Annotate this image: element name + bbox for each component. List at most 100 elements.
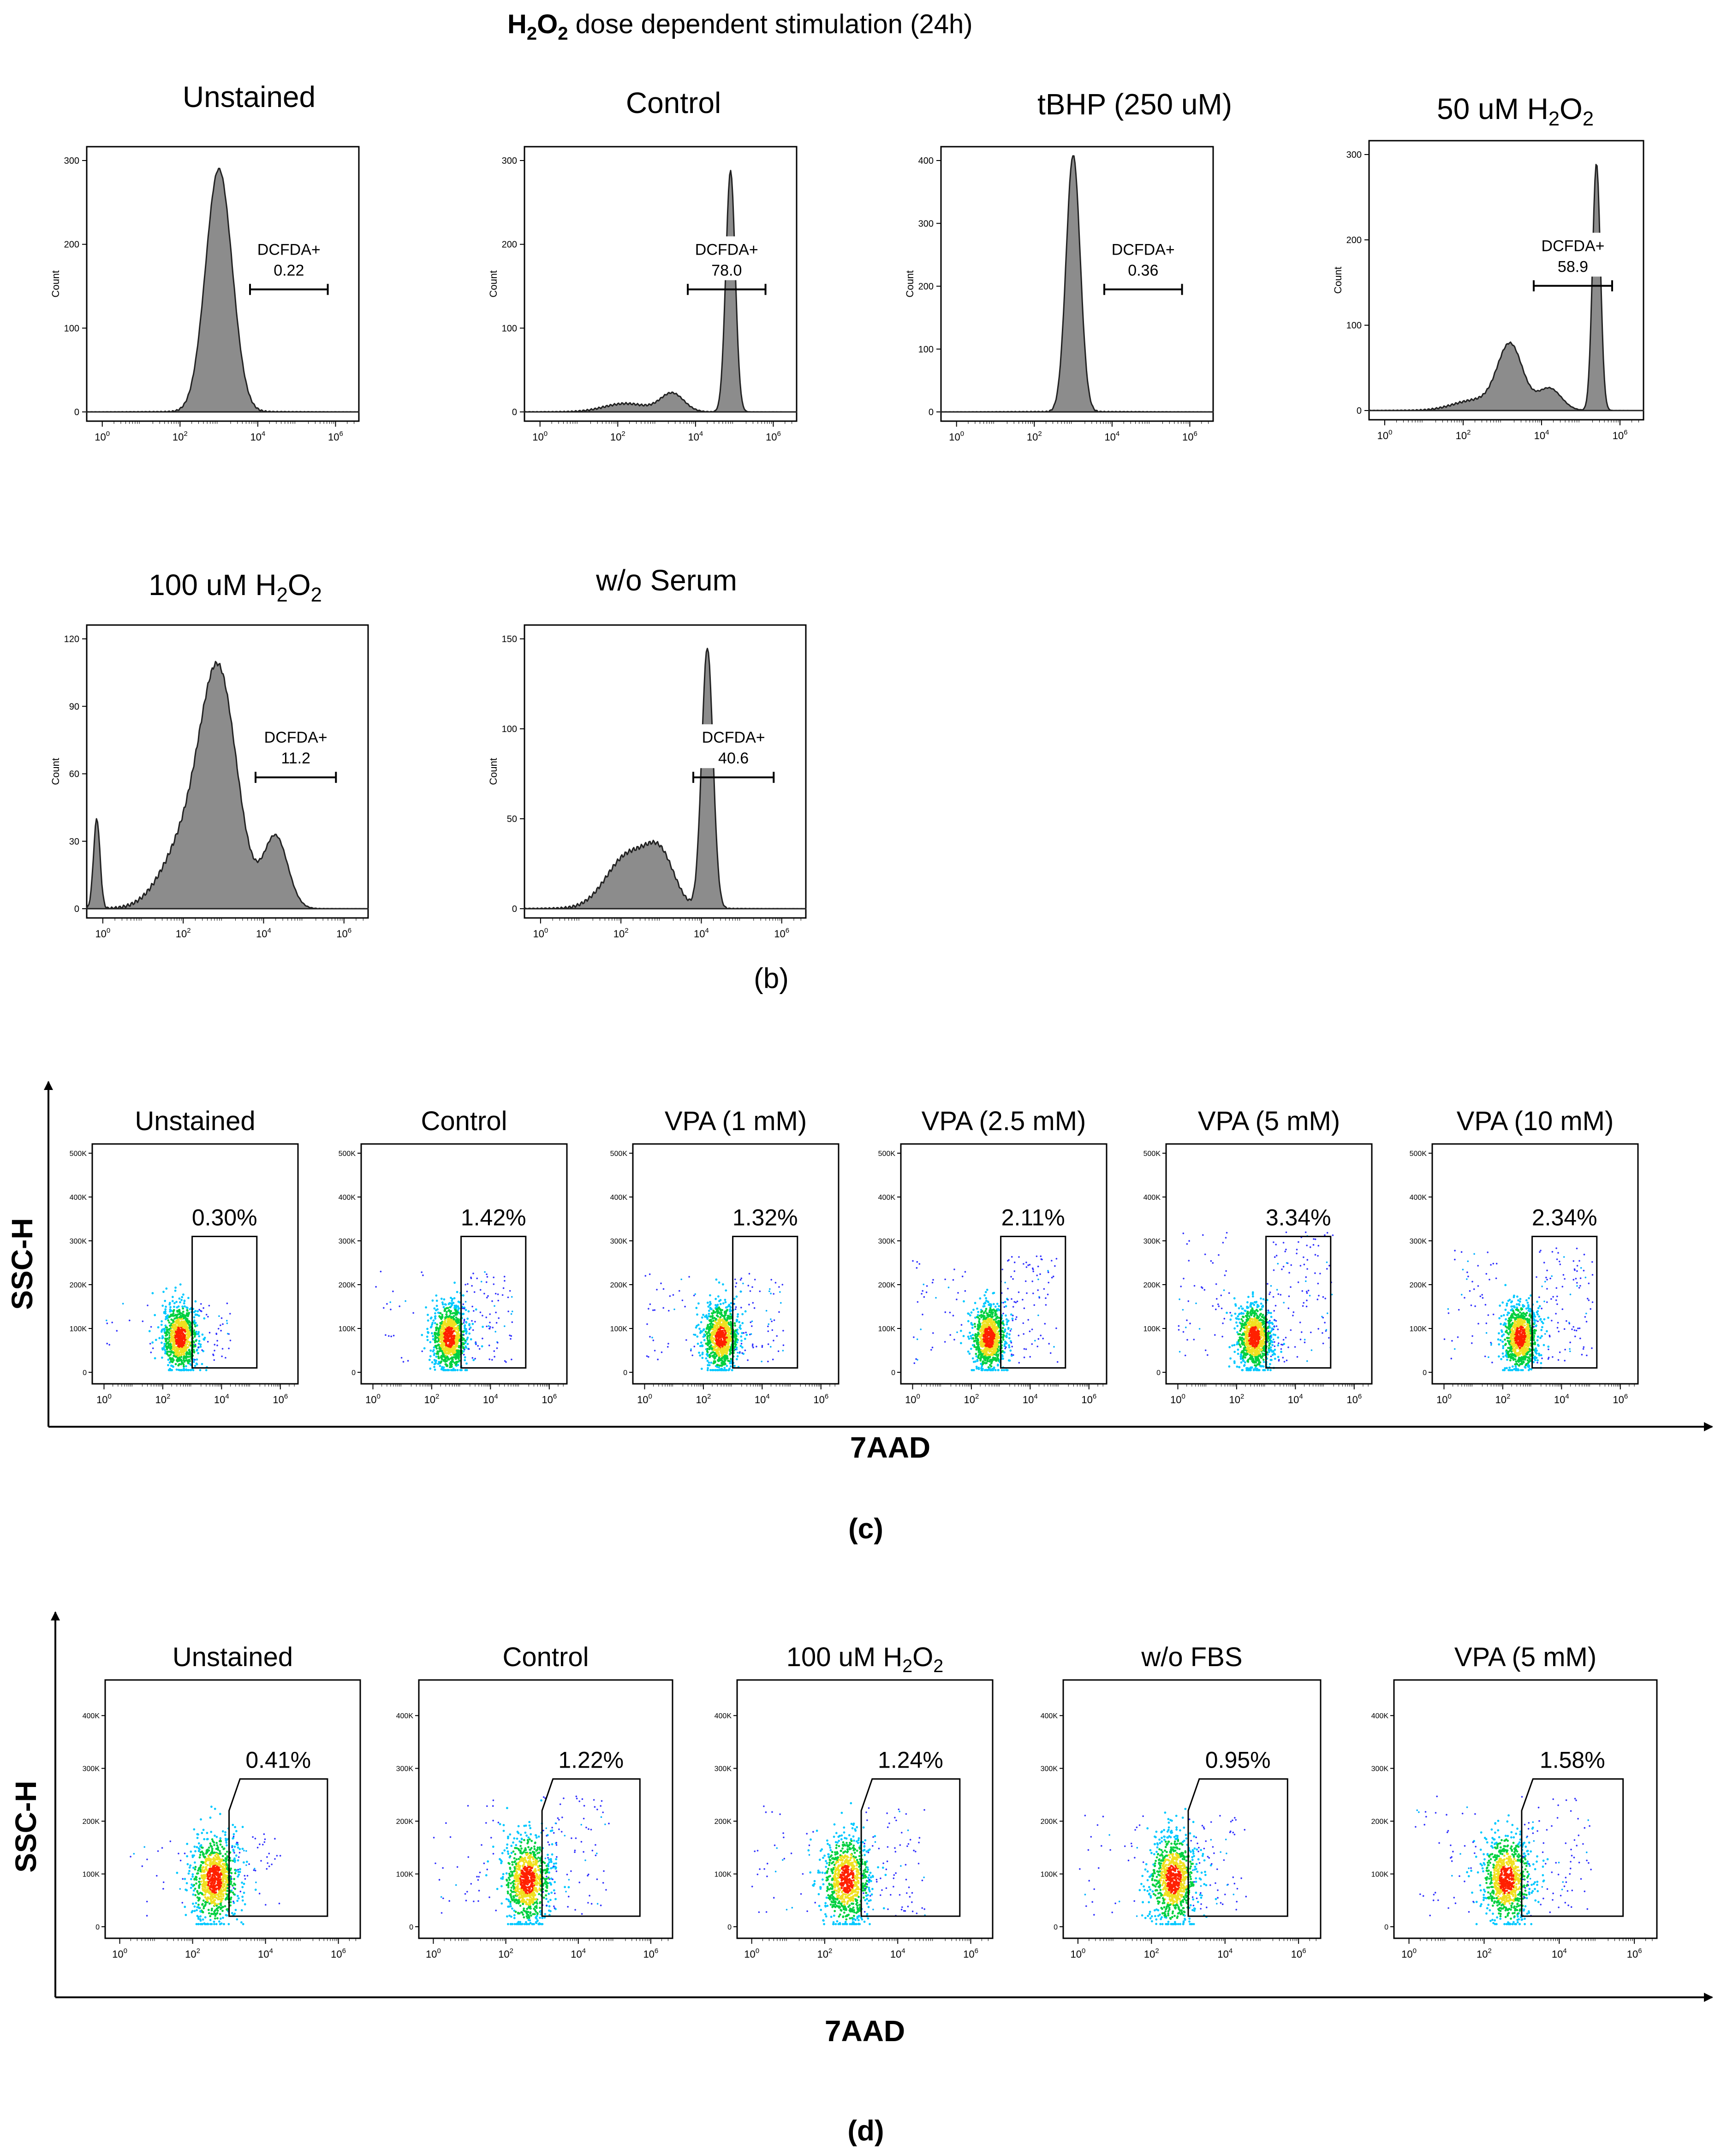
event-dot: [721, 1331, 724, 1334]
event-dot: [977, 1331, 980, 1334]
y-tick-label: 90: [69, 702, 79, 712]
event-dot: [164, 1351, 167, 1353]
event-dot: [440, 1331, 442, 1334]
event-dot: [106, 1319, 107, 1322]
event-dot: [742, 1282, 744, 1285]
panel-c-scatter-plots: Unstained 0 100K 200K 300K 400K 500K 100 102 104 1…: [70, 1106, 1639, 1406]
event-dot: [151, 1341, 154, 1344]
event-dot: [718, 1347, 720, 1350]
event-dot: [213, 1354, 214, 1356]
event-dot: [740, 1306, 742, 1309]
histogram-title: Unstained: [183, 80, 316, 113]
y-tick-label: 100: [1346, 321, 1362, 331]
event-dot: [503, 1275, 506, 1278]
event-dot: [1031, 1328, 1033, 1330]
event-dot: [1047, 1270, 1049, 1272]
event-dot: [1004, 1330, 1006, 1333]
event-dot: [380, 1270, 382, 1273]
x-tick-label: 102: [1229, 1393, 1245, 1406]
event-dot: [511, 1358, 512, 1360]
event-dot: [458, 1345, 460, 1347]
event-dot: [185, 1365, 187, 1368]
event-dot: [434, 1339, 436, 1342]
event-dot: [986, 1369, 989, 1371]
event-dot: [179, 1369, 181, 1371]
event-dot: [1001, 1330, 1004, 1333]
event-dot: [169, 1306, 172, 1309]
event-dot: [447, 1336, 449, 1339]
event-dot: [467, 1310, 470, 1313]
event-dot: [174, 1286, 177, 1289]
event-dot: [441, 1303, 444, 1305]
event-dot: [172, 1312, 175, 1315]
gate-percent-value: 2.11%: [1001, 1205, 1065, 1231]
event-dot: [1026, 1292, 1028, 1294]
event-dot: [471, 1305, 473, 1308]
event-dot: [701, 1357, 704, 1359]
event-dot: [703, 1328, 705, 1331]
y-tick-label: 200K: [339, 1281, 356, 1289]
event-dot: [967, 1320, 970, 1322]
event-dot: [214, 1350, 215, 1352]
event-dot: [196, 1333, 198, 1335]
event-dot: [1022, 1298, 1024, 1301]
event-dot: [193, 1335, 196, 1338]
event-dot: [648, 1308, 649, 1310]
event-dot: [771, 1329, 774, 1331]
event-dot: [166, 1317, 169, 1320]
scatter-plot: VPA (2.5 mM) 0 100K 200K 300K 400K 500K 100 102 1…: [878, 1106, 1108, 1406]
event-dot: [441, 1355, 443, 1358]
event-dot: [976, 1367, 978, 1370]
event-dot: [1036, 1275, 1038, 1276]
event-dot: [228, 1347, 230, 1350]
event-dot: [166, 1342, 168, 1345]
event-dot: [199, 1346, 202, 1348]
event-dot: [1051, 1260, 1053, 1262]
event-dot: [733, 1335, 736, 1338]
event-dot: [1269, 1312, 1272, 1314]
event-dot: [178, 1320, 180, 1322]
event-dot: [745, 1331, 747, 1334]
y-tick-label: 0: [623, 1369, 627, 1377]
event-dot: [700, 1341, 703, 1344]
event-dot: [161, 1329, 163, 1332]
event-dot: [722, 1335, 724, 1337]
event-dot: [720, 1327, 723, 1329]
event-dot: [447, 1349, 449, 1352]
event-dot: [171, 1315, 173, 1317]
event-dot: [150, 1352, 152, 1353]
event-dot: [724, 1333, 726, 1335]
x-tick-label: 102: [155, 1393, 171, 1406]
event-dot: [173, 1346, 176, 1349]
event-dot: [736, 1331, 738, 1334]
event-dot: [773, 1340, 774, 1341]
event-dot: [715, 1354, 718, 1357]
event-dot: [456, 1312, 459, 1315]
event-dot: [1023, 1348, 1025, 1350]
gate-label-background: [252, 724, 340, 768]
plot-frame: [940, 146, 1214, 422]
event-dot: [173, 1302, 176, 1304]
event-dot: [155, 1339, 157, 1341]
event-dot: [169, 1347, 172, 1350]
event-dot: [981, 1325, 984, 1328]
event-dot: [964, 1271, 966, 1273]
event-dot: [719, 1299, 722, 1301]
event-dot: [656, 1289, 658, 1291]
event-dot: [175, 1321, 178, 1324]
event-dot: [769, 1288, 771, 1290]
event-dot: [707, 1323, 709, 1326]
event-dot: [158, 1337, 161, 1340]
event-dot: [488, 1344, 490, 1346]
event-dot: [455, 1304, 458, 1307]
event-dot: [1010, 1341, 1012, 1344]
event-dot: [1009, 1330, 1012, 1332]
event-dot: [494, 1305, 495, 1307]
event-dot: [1011, 1298, 1012, 1300]
event-dot: [164, 1332, 167, 1334]
event-dot: [186, 1330, 189, 1333]
event-dot: [180, 1298, 183, 1301]
event-dot: [179, 1322, 181, 1325]
event-dot: [963, 1300, 965, 1303]
event-dot: [170, 1360, 173, 1363]
